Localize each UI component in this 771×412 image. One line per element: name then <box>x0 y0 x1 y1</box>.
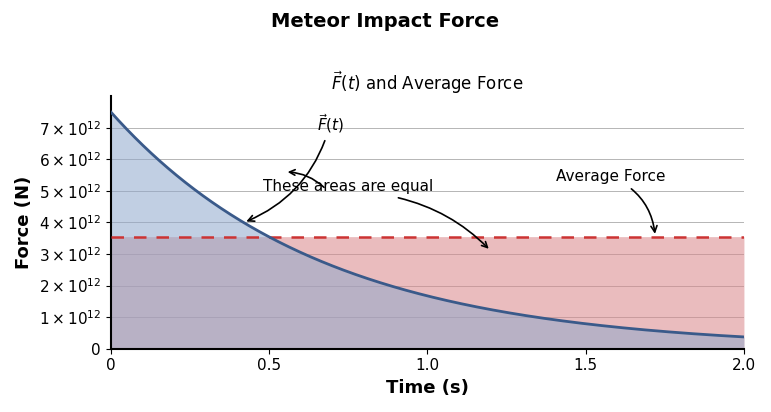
Title: $\vec{F}(t)$ and Average Force: $\vec{F}(t)$ and Average Force <box>331 70 524 96</box>
Text: Average Force: Average Force <box>556 169 665 232</box>
Text: These areas are equal: These areas are equal <box>263 179 433 194</box>
Y-axis label: Force (N): Force (N) <box>15 176 33 269</box>
Text: $\vec{F}(t)$: $\vec{F}(t)$ <box>248 112 344 221</box>
Text: Meteor Impact Force: Meteor Impact Force <box>271 12 500 31</box>
X-axis label: Time (s): Time (s) <box>386 379 469 397</box>
